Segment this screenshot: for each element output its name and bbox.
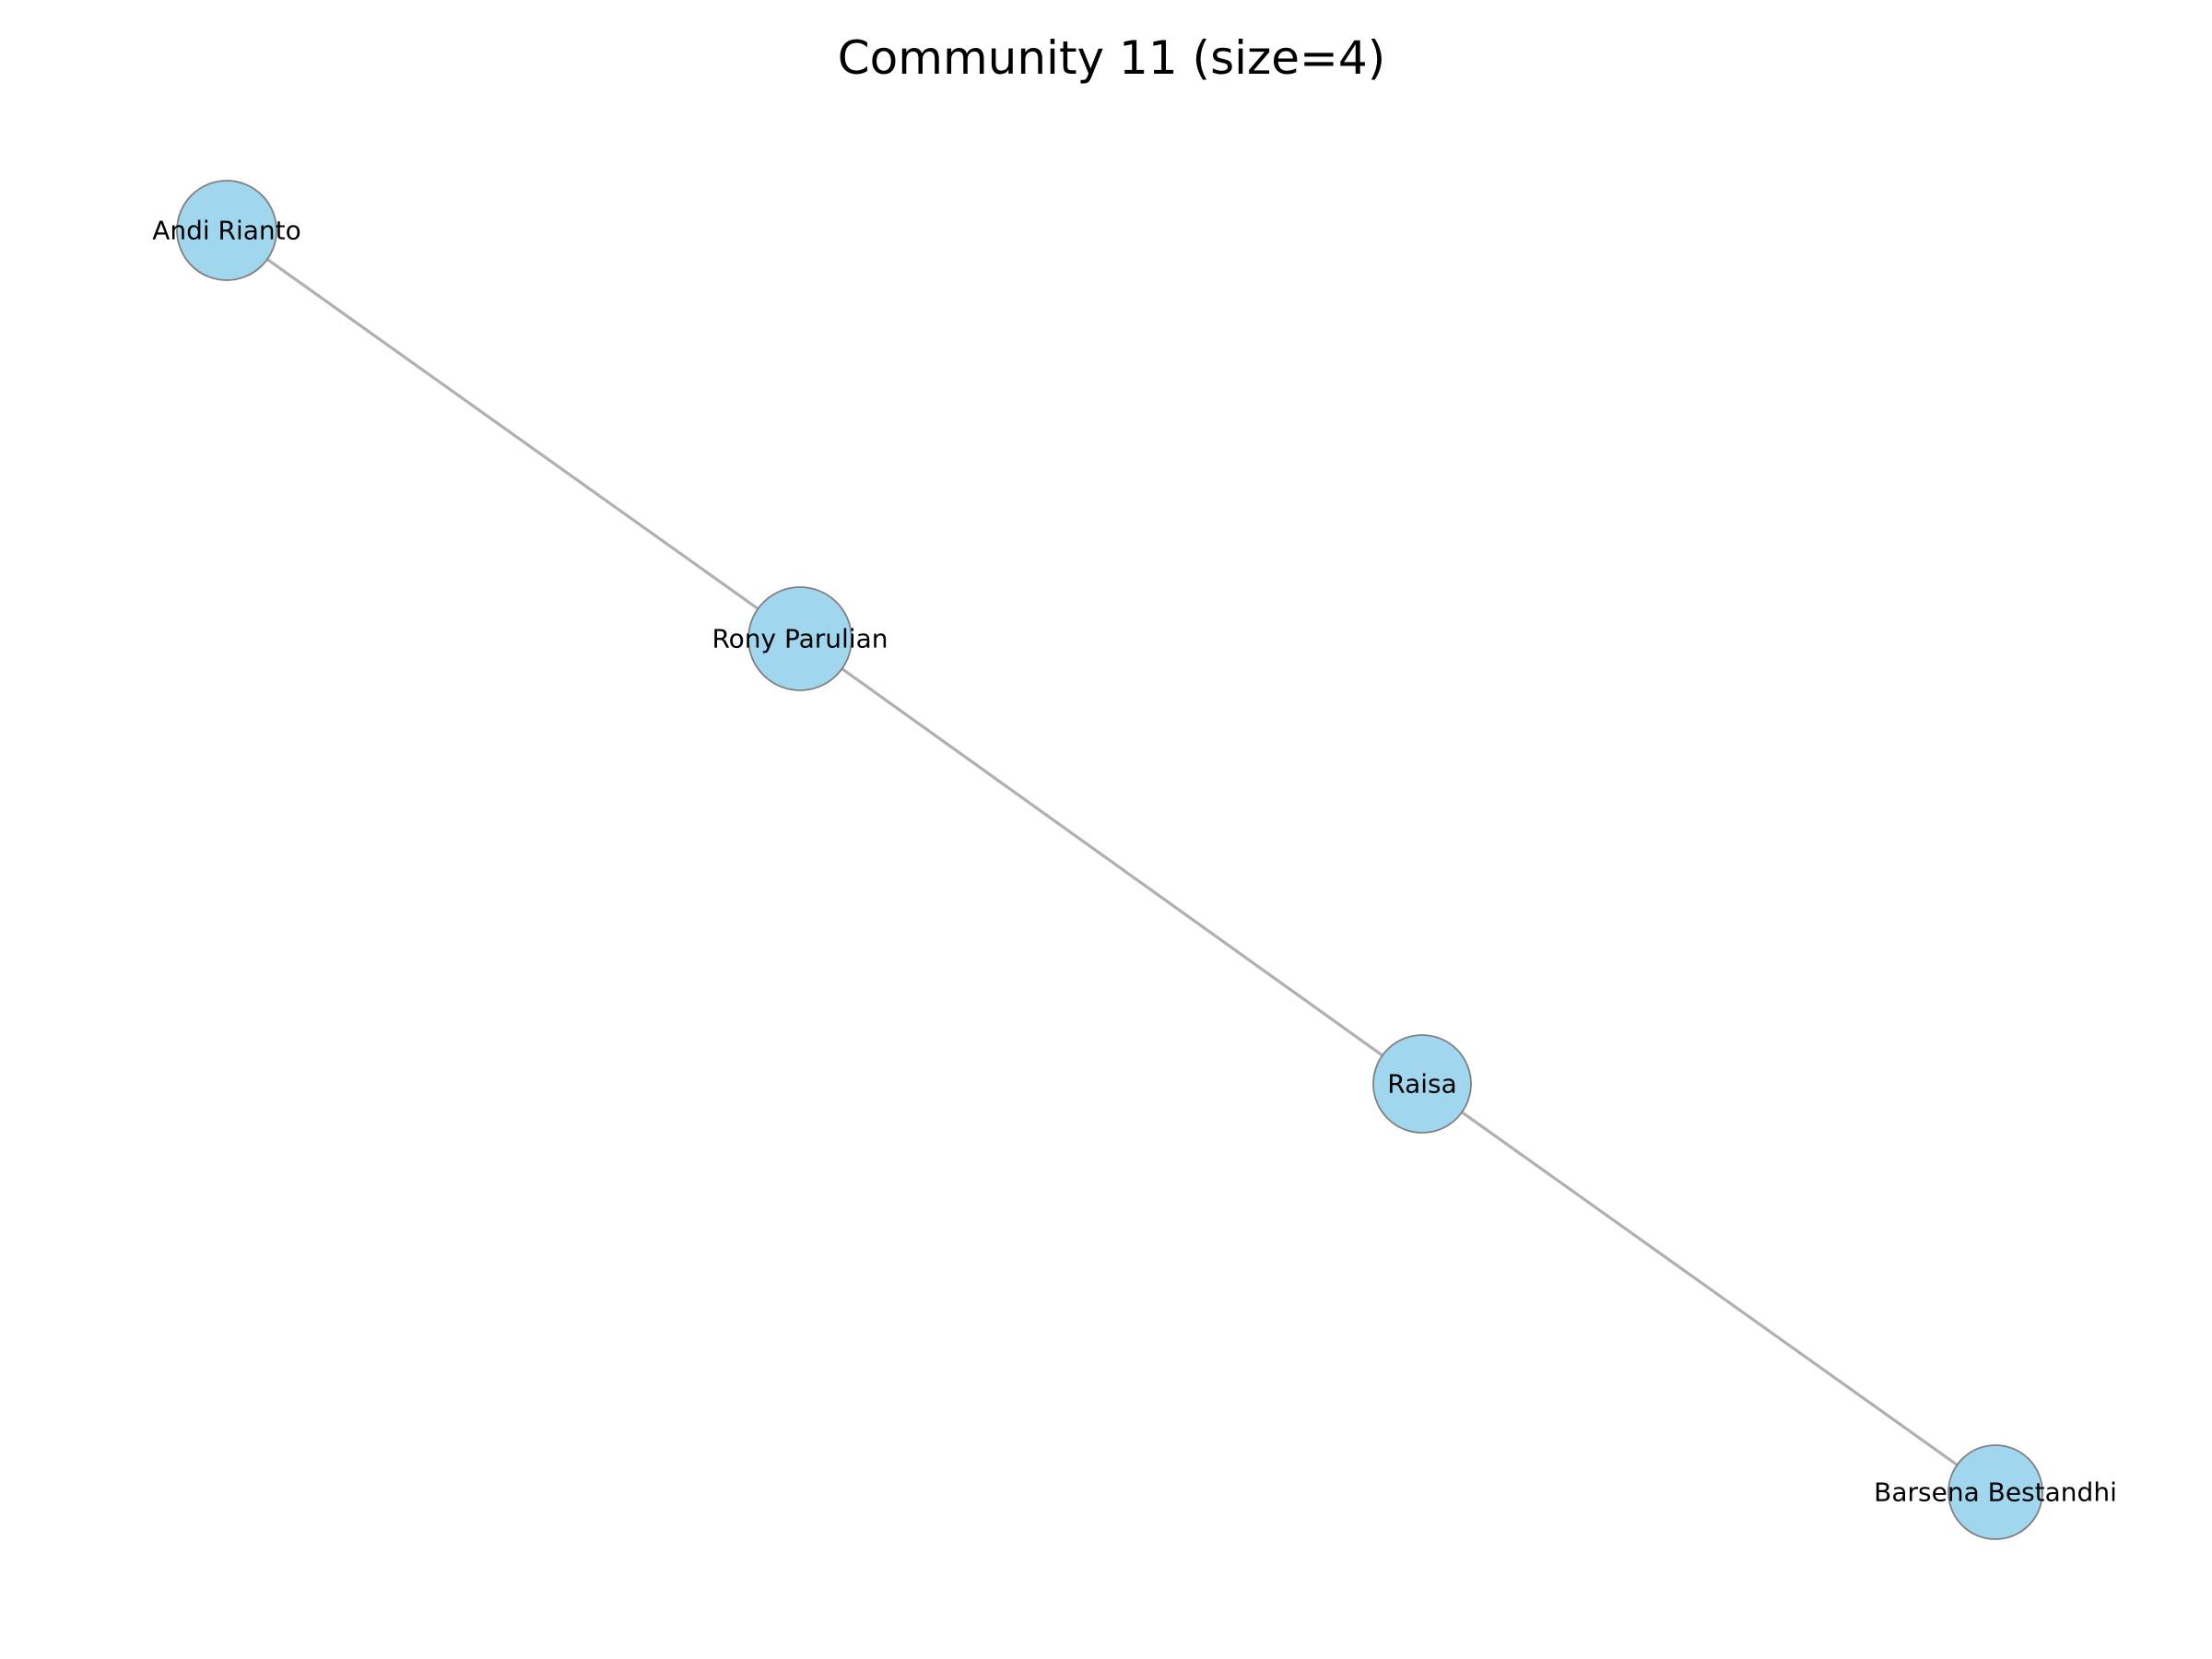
node-barsena <box>1947 1444 2043 1540</box>
edge-rony-raisa <box>798 637 1424 1086</box>
node-andi <box>176 180 277 281</box>
node-label-raisa: Raisa <box>1387 1069 1457 1100</box>
graph-title: Community 11 (size=4) <box>838 31 1385 85</box>
labels-layer: Andi Rianto Rony Parulian Raisa Barsena Bes… <box>152 216 2117 1508</box>
node-label-barsena: Barsena Bestandhi <box>1874 1477 2117 1508</box>
edge-raisa-barsena <box>1420 1082 1997 1494</box>
edges-layer <box>225 229 1997 1494</box>
edge-andi-rony <box>225 229 802 641</box>
nodes-layer <box>176 180 2043 1540</box>
node-raisa <box>1372 1034 1472 1134</box>
node-label-rony: Rony Parulian <box>712 624 888 654</box>
node-rony <box>747 586 853 691</box>
node-label-andi: Andi Rianto <box>152 216 301 246</box>
